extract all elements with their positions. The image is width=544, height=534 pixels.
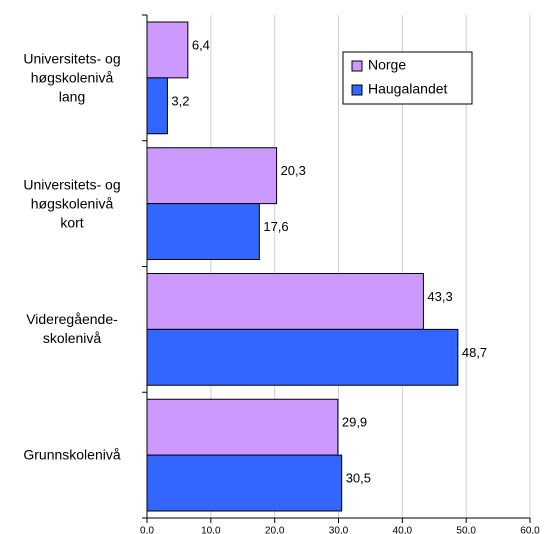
- x-tick-label: 0,0: [140, 526, 154, 534]
- value-label: 43,3: [427, 289, 452, 304]
- legend-swatch: [351, 84, 363, 96]
- bar: [146, 398, 339, 456]
- bar: [146, 77, 168, 135]
- legend: [342, 51, 473, 105]
- x-tick-label: 50,0: [456, 526, 476, 534]
- value-label: 48,7: [462, 345, 487, 360]
- value-label: 6,4: [192, 37, 210, 52]
- bar: [146, 328, 459, 386]
- x-tick-label: 40,0: [393, 526, 413, 534]
- legend-label: Norge: [368, 57, 406, 73]
- y-tick-label: Videregående- skolenivå: [26, 311, 118, 347]
- bar: [146, 21, 189, 79]
- y-tick-label: Grunnskolenivå: [23, 446, 121, 463]
- y-tick-label: Universitets- og høgskolenivå kort: [23, 176, 121, 231]
- x-tick-label: 60,0: [520, 526, 540, 534]
- y-tick-label: Universitets- og høgskolenivå lang: [23, 50, 121, 105]
- value-label: 29,9: [342, 415, 367, 430]
- value-label: 17,6: [263, 219, 288, 234]
- value-label: 30,5: [346, 471, 371, 486]
- x-tick-label: 20,0: [265, 526, 285, 534]
- legend-swatch: [351, 60, 363, 72]
- x-tick-label: 10,0: [201, 526, 221, 534]
- legend-label: Haugalandet: [368, 81, 448, 97]
- value-label: 3,2: [171, 93, 189, 108]
- bar: [146, 147, 278, 205]
- bar: [146, 203, 260, 260]
- bar: [146, 273, 424, 330]
- value-label: 20,3: [281, 163, 306, 178]
- bar: [146, 454, 343, 512]
- x-tick-label: 30,0: [329, 526, 349, 534]
